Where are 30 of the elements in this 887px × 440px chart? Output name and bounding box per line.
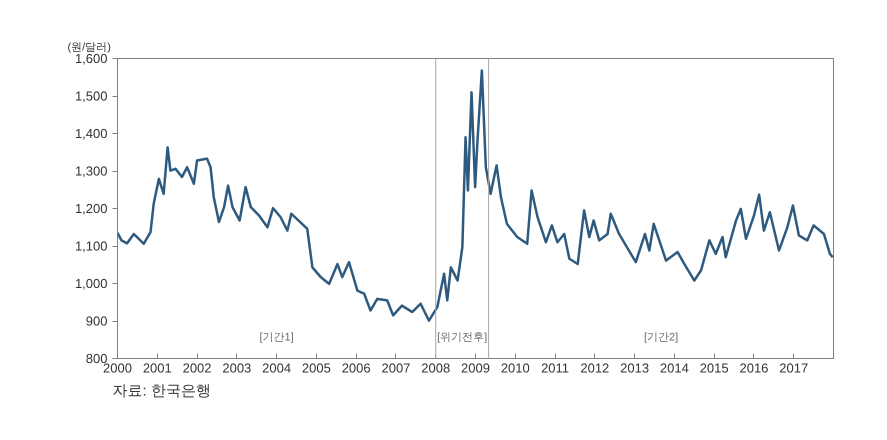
x-tick-label: 2011 <box>541 360 570 376</box>
x-tick-label: 2015 <box>700 360 729 376</box>
x-tick-label: 2013 <box>620 360 650 376</box>
x-tick-label: 2012 <box>580 360 610 376</box>
x-tick-label: 2007 <box>381 360 410 376</box>
annotation: [기간2] <box>644 332 678 344</box>
annotation: [기간1] <box>259 332 294 344</box>
y-tick-label: 900 <box>86 314 108 328</box>
x-tick-label: 2006 <box>342 360 371 376</box>
y-tick-label: 1,100 <box>74 238 108 254</box>
line-series <box>118 69 834 322</box>
x-tick-label: 2010 <box>500 360 530 376</box>
x-tick-label: 2009 <box>461 360 490 376</box>
x-tick-label: 2016 <box>739 360 768 376</box>
x-tick-label: 2008 <box>421 360 450 376</box>
x-tick-label: 2002 <box>182 360 212 376</box>
x-tick-label: 2001 <box>142 360 172 376</box>
x-tick-label: 2017 <box>779 360 808 376</box>
y-tick-label: 1,400 <box>74 126 108 141</box>
y-tick-label: 1,200 <box>74 201 108 216</box>
x-tick-label: 2003 <box>222 360 252 376</box>
annotation: [위기전후] <box>437 332 488 344</box>
y-tick-label: 1,500 <box>74 88 108 104</box>
x-tick-label: 2014 <box>660 360 689 376</box>
y-axis-title: (원/달러) <box>68 42 111 54</box>
text: 자료: 한국은행 <box>112 382 211 400</box>
x-tick-label: 2004 <box>262 360 292 376</box>
y-tick-label: 1,000 <box>74 276 108 291</box>
x-tick-label: 2005 <box>302 360 331 376</box>
y-tick-label: 1,300 <box>74 164 108 178</box>
